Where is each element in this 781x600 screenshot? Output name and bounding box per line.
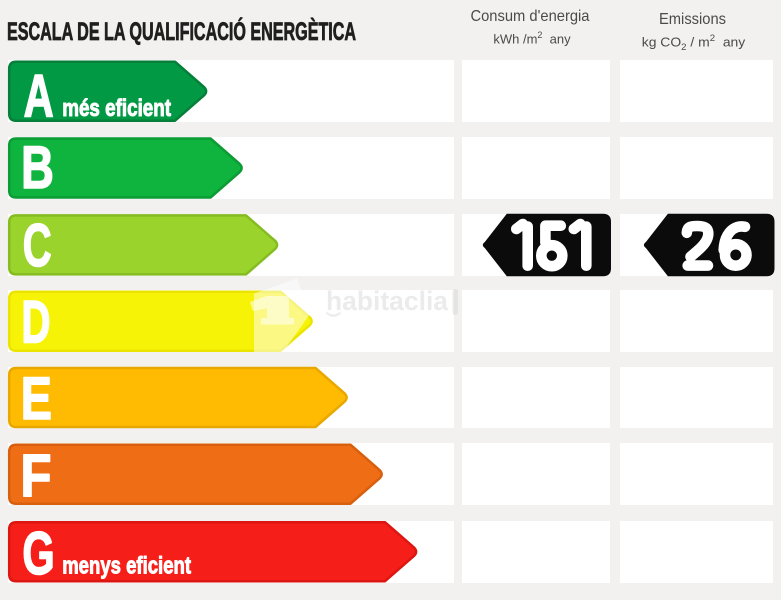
svg-text:G: G [22,520,54,587]
svg-text:F: F [20,442,51,509]
svg-text:més eficient: més eficient [62,94,171,122]
svg-text:menys eficient: menys eficient [62,552,191,579]
svg-text:A: A [24,62,54,129]
svg-text:E: E [21,365,52,432]
svg-text:C: C [23,212,52,279]
svg-text:D: D [21,288,50,355]
svg-text:B: B [21,135,54,202]
svg-text:habitaclia: habitaclia [326,286,449,316]
